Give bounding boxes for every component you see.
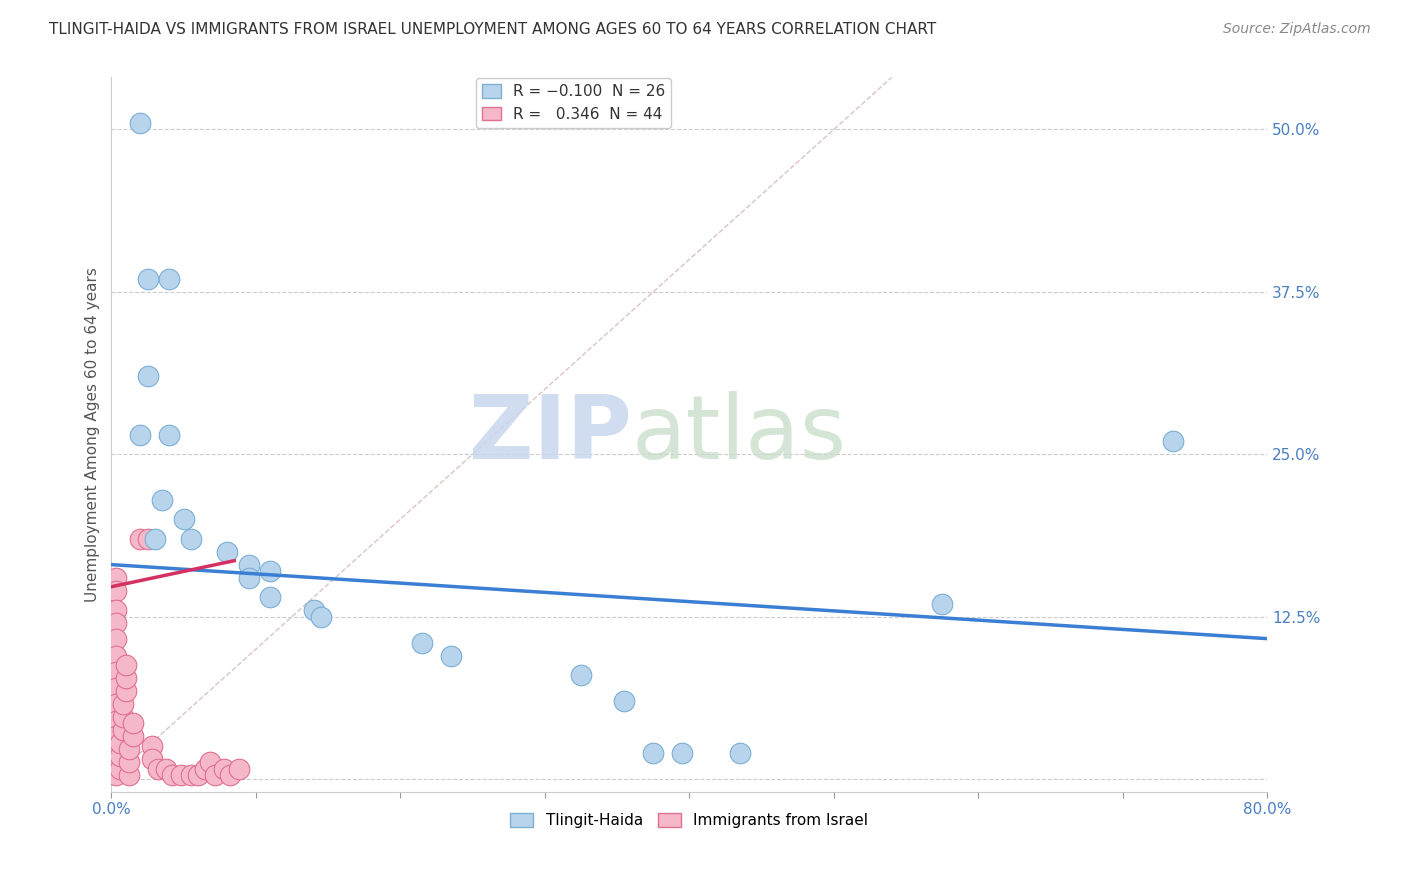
Tlingit-Haida: [238, 558, 260, 572]
Immigrants from Israel: [104, 665, 127, 680]
Tlingit-Haida: [173, 512, 195, 526]
Tlingit-Haida: [411, 635, 433, 649]
Immigrants from Israel: [212, 762, 235, 776]
Immigrants from Israel: [118, 742, 141, 756]
Immigrants from Israel: [155, 762, 177, 776]
Text: TLINGIT-HAIDA VS IMMIGRANTS FROM ISRAEL UNEMPLOYMENT AMONG AGES 60 TO 64 YEARS C: TLINGIT-HAIDA VS IMMIGRANTS FROM ISRAEL …: [49, 22, 936, 37]
Tlingit-Haida: [136, 272, 159, 286]
Tlingit-Haida: [157, 427, 180, 442]
Immigrants from Israel: [141, 752, 163, 766]
Immigrants from Israel: [198, 755, 221, 769]
Immigrants from Israel: [104, 632, 127, 646]
Y-axis label: Unemployment Among Ages 60 to 64 years: Unemployment Among Ages 60 to 64 years: [86, 268, 100, 602]
Tlingit-Haida: [302, 603, 325, 617]
Immigrants from Israel: [136, 532, 159, 546]
Immigrants from Israel: [108, 736, 131, 750]
Immigrants from Israel: [187, 768, 209, 782]
Immigrants from Israel: [122, 716, 145, 731]
Tlingit-Haida: [440, 648, 463, 663]
Immigrants from Israel: [141, 739, 163, 754]
Tlingit-Haida: [1163, 434, 1185, 449]
Text: atlas: atlas: [631, 392, 846, 478]
Legend: Tlingit-Haida, Immigrants from Israel: Tlingit-Haida, Immigrants from Israel: [505, 807, 875, 834]
Tlingit-Haida: [143, 532, 166, 546]
Immigrants from Israel: [111, 709, 134, 723]
Immigrants from Israel: [104, 768, 127, 782]
Tlingit-Haida: [613, 694, 636, 708]
Immigrants from Israel: [146, 762, 169, 776]
Tlingit-Haida: [129, 116, 152, 130]
Immigrants from Israel: [104, 756, 127, 771]
Immigrants from Israel: [122, 729, 145, 743]
Immigrants from Israel: [108, 748, 131, 763]
Immigrants from Israel: [115, 671, 138, 685]
Tlingit-Haida: [129, 427, 152, 442]
Immigrants from Israel: [129, 532, 152, 546]
Immigrants from Israel: [104, 648, 127, 663]
Immigrants from Israel: [104, 714, 127, 728]
Immigrants from Israel: [115, 683, 138, 698]
Immigrants from Israel: [104, 571, 127, 585]
Immigrants from Israel: [104, 583, 127, 598]
Tlingit-Haida: [180, 532, 202, 546]
Tlingit-Haida: [238, 571, 260, 585]
Text: Source: ZipAtlas.com: Source: ZipAtlas.com: [1223, 22, 1371, 37]
Immigrants from Israel: [204, 768, 226, 782]
Tlingit-Haida: [643, 746, 665, 760]
Tlingit-Haida: [931, 597, 953, 611]
Immigrants from Israel: [118, 755, 141, 769]
Tlingit-Haida: [259, 564, 281, 578]
Immigrants from Israel: [104, 743, 127, 757]
Tlingit-Haida: [157, 272, 180, 286]
Immigrants from Israel: [104, 603, 127, 617]
Tlingit-Haida: [150, 492, 173, 507]
Immigrants from Israel: [104, 729, 127, 743]
Immigrants from Israel: [104, 697, 127, 711]
Immigrants from Israel: [219, 768, 242, 782]
Tlingit-Haida: [728, 746, 751, 760]
Tlingit-Haida: [259, 590, 281, 604]
Text: ZIP: ZIP: [468, 392, 631, 478]
Immigrants from Israel: [115, 657, 138, 672]
Tlingit-Haida: [215, 544, 238, 558]
Tlingit-Haida: [309, 609, 332, 624]
Immigrants from Israel: [111, 697, 134, 711]
Immigrants from Israel: [111, 723, 134, 737]
Immigrants from Israel: [118, 768, 141, 782]
Immigrants from Israel: [104, 616, 127, 631]
Immigrants from Israel: [170, 768, 193, 782]
Tlingit-Haida: [136, 369, 159, 384]
Tlingit-Haida: [569, 668, 592, 682]
Immigrants from Israel: [108, 762, 131, 776]
Tlingit-Haida: [671, 746, 693, 760]
Immigrants from Israel: [104, 681, 127, 695]
Immigrants from Israel: [194, 762, 217, 776]
Immigrants from Israel: [160, 768, 183, 782]
Immigrants from Israel: [180, 768, 202, 782]
Immigrants from Israel: [228, 762, 250, 776]
